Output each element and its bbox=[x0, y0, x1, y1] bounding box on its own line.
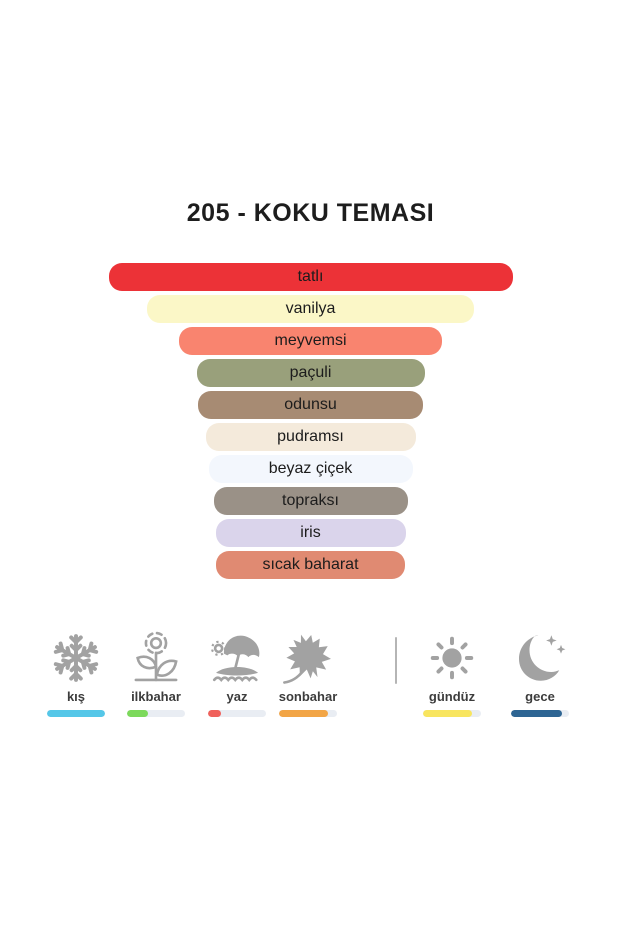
funnel-bar-label: beyaz çiçek bbox=[268, 460, 353, 477]
funnel-bar-label: meyvemsi bbox=[274, 332, 347, 349]
moon-stars-icon bbox=[519, 635, 566, 681]
funnel-bar: vanilya bbox=[147, 295, 474, 323]
indicator-kis: kış bbox=[36, 630, 116, 717]
sun-icon bbox=[430, 636, 474, 680]
indicator-progress-track bbox=[47, 710, 105, 717]
beach-umbrella-icon bbox=[210, 634, 261, 682]
funnel-bar: iris bbox=[215, 519, 406, 547]
funnel-bar-label: odunsu bbox=[284, 396, 337, 413]
indicator-label: gece bbox=[525, 689, 555, 704]
funnel-bar: paçuli bbox=[196, 359, 425, 387]
funnel-bar-label: iris bbox=[300, 524, 321, 541]
indicator-progress-track bbox=[208, 710, 266, 717]
indicator-yaz: yaz bbox=[197, 630, 277, 717]
funnel-bar: meyvemsi bbox=[179, 327, 442, 355]
funnel-bar-label: sıcak baharat bbox=[262, 556, 359, 573]
indicator-progress-fill bbox=[47, 710, 105, 717]
indicator-ilkbahar: ilkbahar bbox=[116, 630, 196, 717]
indicator-label: ilkbahar bbox=[131, 689, 181, 704]
indicator-label: kış bbox=[66, 689, 86, 704]
season-daytime-divider bbox=[395, 637, 397, 684]
indicator-progress-track bbox=[511, 710, 569, 717]
indicator-progress-fill bbox=[208, 710, 222, 717]
indicator-label: yaz bbox=[226, 689, 248, 704]
maple-leaf-icon bbox=[280, 630, 336, 686]
indicator-progress-track bbox=[127, 710, 185, 717]
funnel-bar-label: topraksı bbox=[282, 492, 339, 509]
funnel-bar: beyaz çiçek bbox=[208, 455, 413, 483]
indicator-progress-track bbox=[423, 710, 481, 717]
indicator-gunduz: gündüz bbox=[412, 630, 492, 717]
funnel-bar: topraksı bbox=[213, 487, 408, 515]
flower-icon bbox=[134, 631, 178, 682]
funnel-bar-label: vanilya bbox=[285, 300, 336, 317]
indicator-sonbahar: sonbahar bbox=[268, 630, 348, 717]
indicator-label: gündüz bbox=[428, 689, 476, 704]
indicator-progress-fill bbox=[127, 710, 148, 717]
funnel-bar: sıcak baharat bbox=[216, 551, 405, 579]
funnel-bar: pudramsı bbox=[205, 423, 416, 451]
funnel-bar: odunsu bbox=[198, 391, 423, 419]
indicator-label: sonbahar bbox=[278, 689, 338, 704]
funnel-bar-label: paçuli bbox=[289, 364, 332, 381]
funnel-bar: tatlı bbox=[108, 263, 513, 291]
funnel-chart: tatlı vanilya meyvemsi paçuli odunsu pudramsı… bbox=[0, 263, 621, 579]
indicator-progress-fill bbox=[279, 710, 329, 717]
indicator-progress-fill bbox=[511, 710, 563, 717]
indicator-progress-fill bbox=[423, 710, 472, 717]
chart-title: 205 - KOKU TEMASI bbox=[186, 199, 435, 227]
snowflake-icon bbox=[48, 630, 104, 686]
funnel-bar-label: pudramsı bbox=[277, 428, 344, 445]
funnel-bar-label: tatlı bbox=[297, 268, 324, 285]
indicator-gece: gece bbox=[500, 630, 580, 717]
indicator-progress-track bbox=[279, 710, 337, 717]
